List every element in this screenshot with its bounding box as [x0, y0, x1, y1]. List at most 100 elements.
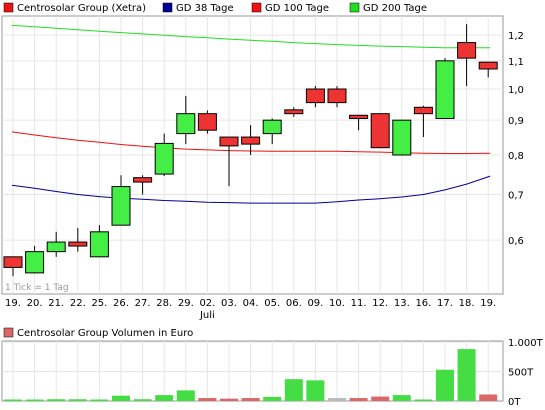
- legend-label-3: GD 200 Tage: [363, 3, 427, 14]
- legend-swatch-0: [3, 2, 14, 13]
- candle: [25, 246, 45, 274]
- main-y-axis: 1,2 1,1 1,0 0,9 0,8 0,7 0,6: [508, 31, 524, 247]
- volume-bars: [4, 349, 498, 401]
- x-tick-label: 17.: [437, 298, 453, 309]
- x-tick-label: 04.: [243, 298, 259, 309]
- candle-body: [327, 88, 347, 104]
- y-tick-label: 1,0: [508, 85, 524, 96]
- x-tick-label: 28.: [156, 298, 172, 309]
- candle: [349, 114, 369, 131]
- volume-bar: [4, 399, 22, 401]
- volume-bar: [392, 395, 411, 401]
- candle-body: [68, 241, 88, 247]
- x-tick-label: 11.: [351, 298, 367, 309]
- volume-bar: [68, 399, 87, 401]
- volume-bar: [155, 395, 174, 401]
- candle: [3, 256, 23, 277]
- y-tick-label: 0,8: [508, 151, 524, 162]
- candle-body: [219, 136, 239, 147]
- candle: [284, 107, 304, 117]
- volume-plot: [1, 340, 504, 402]
- tick-note: 1 Tick = 1 Tag: [5, 283, 69, 293]
- volume-bar: [112, 395, 130, 401]
- x-tick-label: 27.: [135, 298, 151, 309]
- volume-bar: [263, 396, 282, 401]
- y-tick-label: 0,7: [508, 190, 524, 201]
- candle-body: [25, 251, 45, 274]
- volume-bar: [198, 398, 217, 401]
- candle-body: [284, 109, 304, 115]
- x-tick-label: 29.: [178, 298, 194, 309]
- volume-bar: [457, 349, 476, 401]
- x-tick-label: 05.: [264, 298, 280, 309]
- volume-bar: [176, 390, 195, 401]
- candle: [262, 118, 282, 145]
- volume-bar: [349, 398, 368, 401]
- candle-body: [197, 113, 217, 131]
- volume-bar: [328, 398, 346, 401]
- candle-body: [241, 136, 261, 145]
- candle-body: [305, 88, 325, 104]
- volume-bar: [479, 394, 498, 401]
- x-axis: 19. 20. 21. 22. 25. 26. 27. 28. 29. 02. 03. 04. 05. 0…: [5, 298, 496, 321]
- candle: [197, 110, 217, 134]
- candle: [68, 228, 88, 252]
- candle-body: [478, 61, 498, 70]
- candle-body: [176, 113, 196, 135]
- legend-label-1: GD 38 Tage: [176, 3, 234, 14]
- candle: [370, 113, 390, 149]
- volume-bar: [241, 398, 260, 401]
- y-tick-label: 0,9: [508, 116, 524, 127]
- candle-body: [370, 113, 390, 149]
- legend-swatch-1: [162, 2, 173, 13]
- candle: [46, 231, 66, 257]
- x-tick-label: 06.: [286, 298, 302, 309]
- candle: [111, 175, 131, 226]
- x-tick-label: 13.: [394, 298, 410, 309]
- volume-y-tick-label: 1.000T: [508, 338, 544, 349]
- volume-y-tick-label: 500T: [508, 368, 534, 379]
- legend-swatch-2: [251, 2, 262, 13]
- candle-body: [457, 42, 477, 59]
- volume-bar: [306, 380, 325, 401]
- x-tick-label: 19.: [480, 298, 496, 309]
- x-tick-label: 22.: [70, 298, 86, 309]
- candle: [457, 24, 477, 87]
- volume-bar: [284, 379, 303, 401]
- candle: [133, 175, 153, 195]
- candle: [435, 58, 455, 120]
- ma-line-0: [11, 175, 491, 204]
- candle-body: [392, 119, 412, 156]
- volume-bar: [414, 399, 433, 401]
- x-tick-label: 19.: [5, 298, 21, 309]
- candle: [89, 225, 109, 258]
- volume-legend-swatch: [3, 327, 14, 338]
- candle-body: [413, 106, 433, 115]
- x-tick-label: 20.: [27, 298, 43, 309]
- y-tick-label: 1,1: [508, 57, 524, 68]
- candle-body: [349, 114, 369, 120]
- volume-legend: Centrosolar Group Volumen in Euro: [3, 327, 193, 339]
- ma-line-2: [11, 24, 491, 49]
- candle: [478, 61, 498, 78]
- volume-bar: [25, 399, 44, 401]
- x-tick-label: 25.: [91, 298, 107, 309]
- volume-y-axis: 1.000T 500T 0T: [508, 338, 544, 408]
- x-tick-label: 18.: [459, 298, 475, 309]
- candle: [413, 105, 433, 138]
- candle-body: [133, 177, 153, 183]
- x-tick-label: 09.: [307, 298, 323, 309]
- x-tick-label: 10.: [329, 298, 345, 309]
- candle-body: [89, 231, 109, 258]
- x-tick-label: 02.: [199, 298, 215, 309]
- candle: [176, 95, 196, 145]
- candle: [327, 86, 347, 108]
- y-tick-label: 1,2: [508, 31, 524, 42]
- y-tick-label: 0,6: [508, 236, 524, 247]
- candle: [392, 119, 412, 156]
- legend-label-0: Centrosolar Group (Xetra): [17, 3, 146, 14]
- candle: [305, 86, 325, 108]
- volume-bar: [47, 399, 66, 401]
- candle-body: [262, 119, 282, 135]
- month-label: Juli: [199, 310, 215, 321]
